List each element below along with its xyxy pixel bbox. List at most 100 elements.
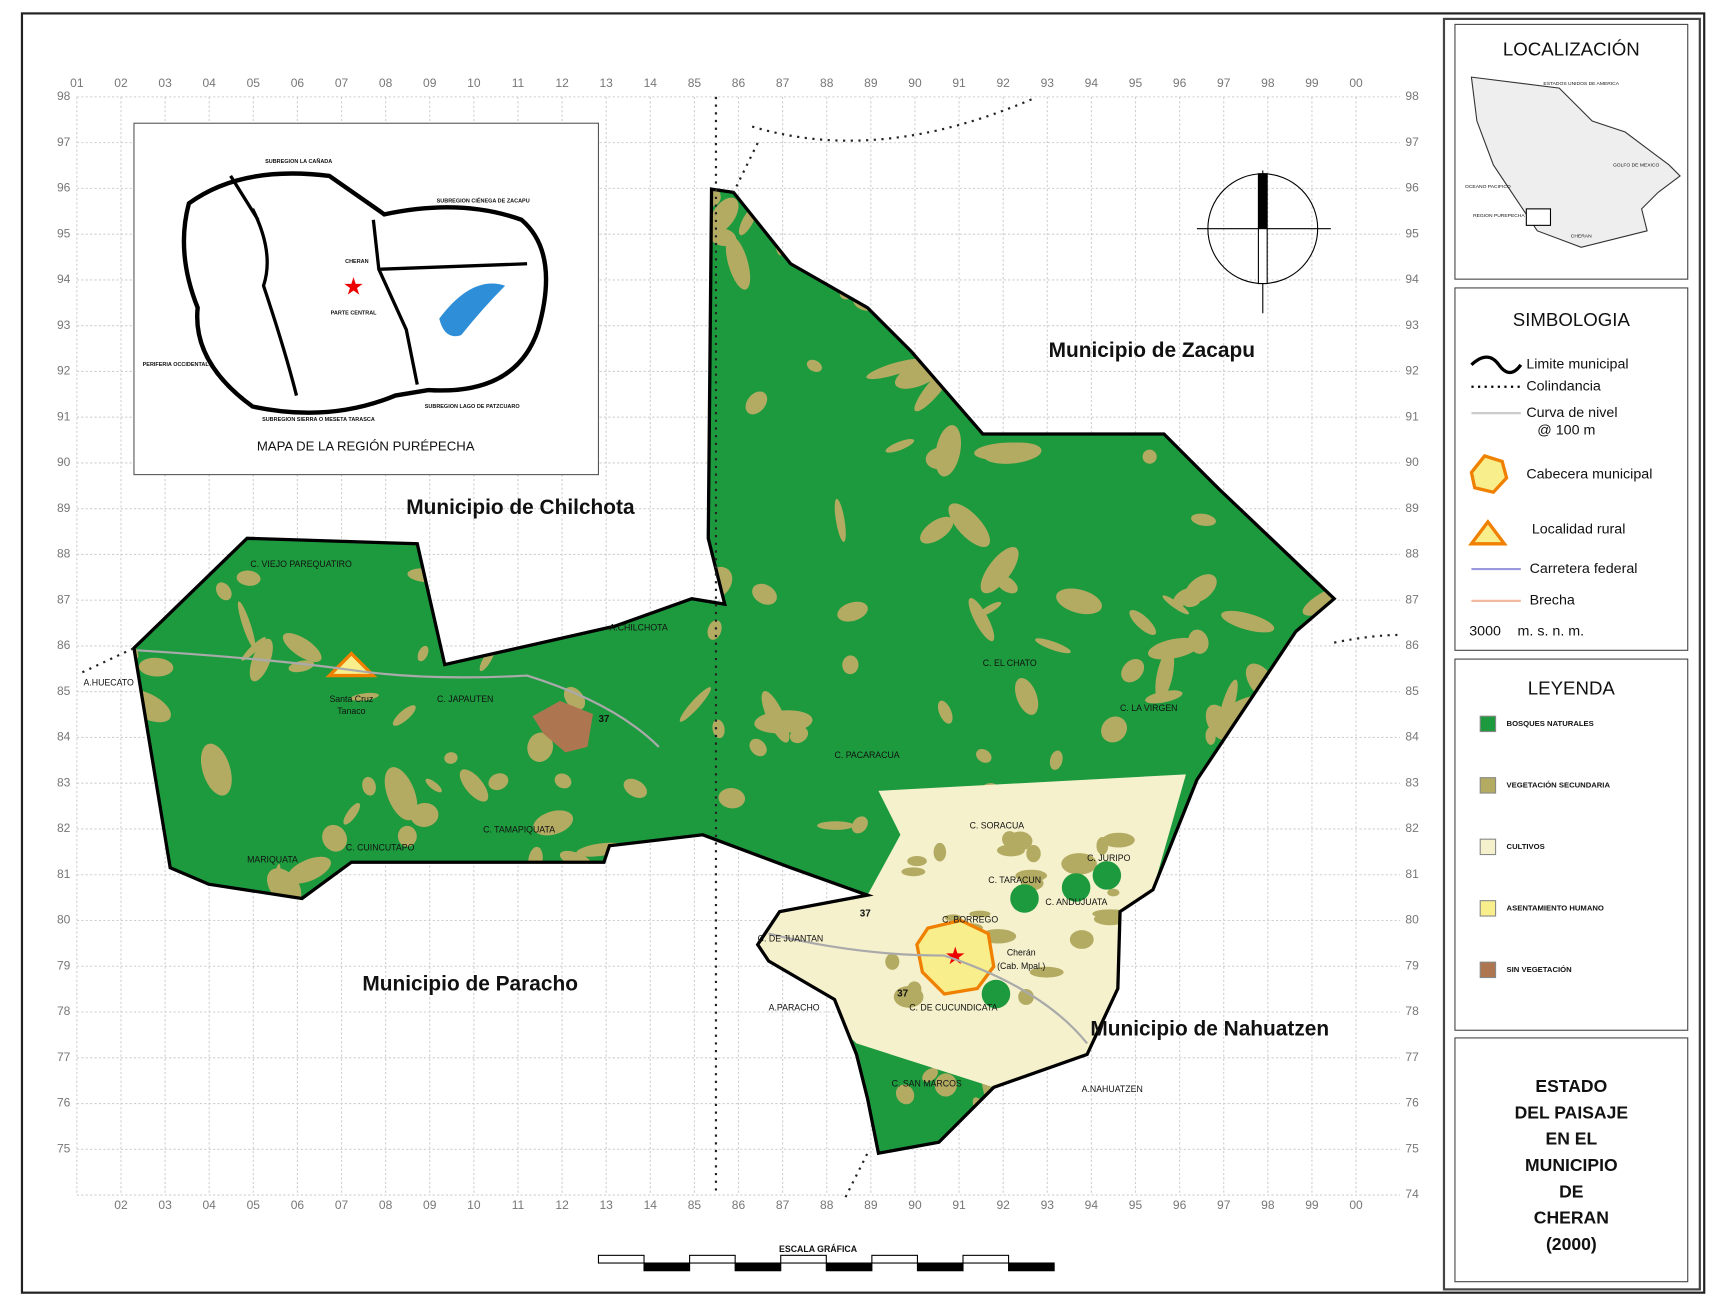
secondary-vegetation: [1155, 649, 1175, 701]
icon-boundary: [1470, 355, 1523, 375]
grid-label: 86: [1405, 638, 1419, 652]
grid-label: 01: [70, 76, 84, 90]
grid-label: 81: [1405, 867, 1419, 881]
label: Brecha: [1530, 593, 1575, 609]
secondary-vegetation: [1015, 869, 1048, 882]
secondary-vegetation: [362, 776, 376, 796]
grid-label: 88: [57, 547, 71, 561]
label: Municipio de Nahuatzen: [1090, 1018, 1329, 1041]
secondary-vegetation: [379, 922, 411, 959]
secondary-vegetation: [362, 906, 380, 952]
secondary-vegetation: [200, 743, 232, 796]
grid-label: 95: [1129, 76, 1143, 90]
label: C. LA VIRGEN: [1120, 703, 1177, 713]
secondary-vegetation: [784, 199, 809, 221]
secondary-vegetation: [236, 570, 261, 586]
legend-swatch: [1479, 961, 1497, 979]
grid-label: 77: [1405, 1050, 1419, 1064]
legend-swatch: [1479, 777, 1497, 794]
secondary-vegetation: [1142, 449, 1157, 464]
grid-label: 10: [467, 1198, 481, 1212]
label: SIMBOLOGIA: [1513, 309, 1631, 330]
secondary-vegetation: [416, 929, 438, 955]
grid-label: 91: [952, 76, 966, 90]
secondary-vegetation: [1007, 831, 1033, 851]
secondary-vegetation: [290, 497, 310, 513]
grid-label: 94: [1085, 76, 1099, 90]
secondary-vegetation: [1129, 609, 1157, 635]
secondary-vegetation: [707, 620, 722, 640]
label: Colindancia: [1526, 379, 1601, 395]
secondary-vegetation: [652, 192, 668, 209]
grid-label: 90: [908, 1198, 922, 1212]
secondary-vegetation: [1101, 716, 1128, 743]
secondary-vegetation: [1302, 583, 1335, 616]
forest-patch: [1061, 873, 1091, 902]
secondary-vegetation: [1121, 658, 1145, 683]
label: CULTIVOS: [1507, 842, 1545, 851]
grid-label: 11: [512, 76, 525, 90]
secondary-vegetation: [459, 769, 489, 802]
grid-label: 88: [820, 76, 834, 90]
label: MUNICIPIO: [1525, 1155, 1618, 1175]
grid-label: 84: [57, 730, 71, 744]
secondary-vegetation: [1284, 189, 1312, 208]
inset-map: ★: [133, 122, 600, 476]
label: MAPA DE LA REGIÓN PURÉPECHA: [257, 439, 475, 454]
secondary-vegetation: [1189, 876, 1204, 893]
grid-label: 93: [1405, 318, 1419, 332]
grid-label: 03: [158, 76, 172, 90]
label: CHERAN: [1571, 234, 1592, 240]
secondary-vegetation: [171, 909, 184, 947]
grid-label: 09: [423, 1198, 437, 1212]
grid-label: 14: [644, 1198, 658, 1212]
secondary-vegetation: [718, 788, 746, 809]
grid-label: 84: [1405, 730, 1419, 744]
secondary-vegetation: [980, 547, 1019, 594]
secondary-vegetation: [933, 842, 947, 862]
label: ASENTAMIENTO HUMANO: [1507, 903, 1604, 912]
label: C. PACARACUA: [835, 750, 900, 760]
secondary-vegetation: [391, 888, 418, 916]
north-arrow: [1196, 170, 1331, 314]
label: A.CHILCHOTA: [609, 623, 667, 633]
symbology-icons: [1468, 355, 1523, 979]
grid-label: 94: [1085, 1198, 1099, 1212]
secondary-vegetation: [842, 655, 859, 675]
legend-swatch: [1479, 838, 1497, 856]
secondary-vegetation: [133, 479, 138, 505]
secondary-vegetation: [1259, 457, 1297, 504]
municipal-boundary: [132, 187, 1337, 1156]
scale-segment: [734, 1262, 782, 1272]
secondary-vegetation: [1029, 966, 1064, 978]
grid-label: 85: [688, 76, 702, 90]
secondary-vegetation: [837, 601, 868, 622]
grid-label: 99: [1305, 76, 1319, 90]
secondary-vegetation: [1260, 951, 1288, 974]
label: C. ANDUJUATA: [1045, 897, 1107, 907]
secondary-vegetation: [1026, 845, 1041, 863]
secondary-vegetation: [754, 710, 813, 734]
secondary-vegetation: [1015, 678, 1039, 715]
grid-label: 78: [57, 1004, 71, 1018]
secondary-vegetation: [1049, 750, 1063, 770]
secondary-vegetation: [1162, 595, 1189, 615]
legend-swatch: [1479, 900, 1497, 917]
label: CHERAN: [1534, 1208, 1609, 1228]
secondary-vegetation: [1102, 832, 1135, 848]
grid-label: 77: [57, 1050, 71, 1064]
secondary-vegetation: [1332, 193, 1335, 208]
grid-label: 04: [202, 1198, 216, 1212]
grid-label: 83: [1405, 775, 1419, 789]
secondary-vegetation: [215, 582, 232, 601]
grid-label: 14: [644, 76, 658, 90]
scale-segment: [1008, 1262, 1055, 1272]
secondary-vegetation: [384, 767, 418, 821]
grid-label: 89: [57, 501, 71, 515]
grid-label: 87: [776, 76, 790, 90]
secondary-vegetation: [1217, 952, 1234, 970]
label: LOCALIZACIÓN: [1503, 39, 1640, 60]
grid-label: 85: [688, 1198, 702, 1212]
